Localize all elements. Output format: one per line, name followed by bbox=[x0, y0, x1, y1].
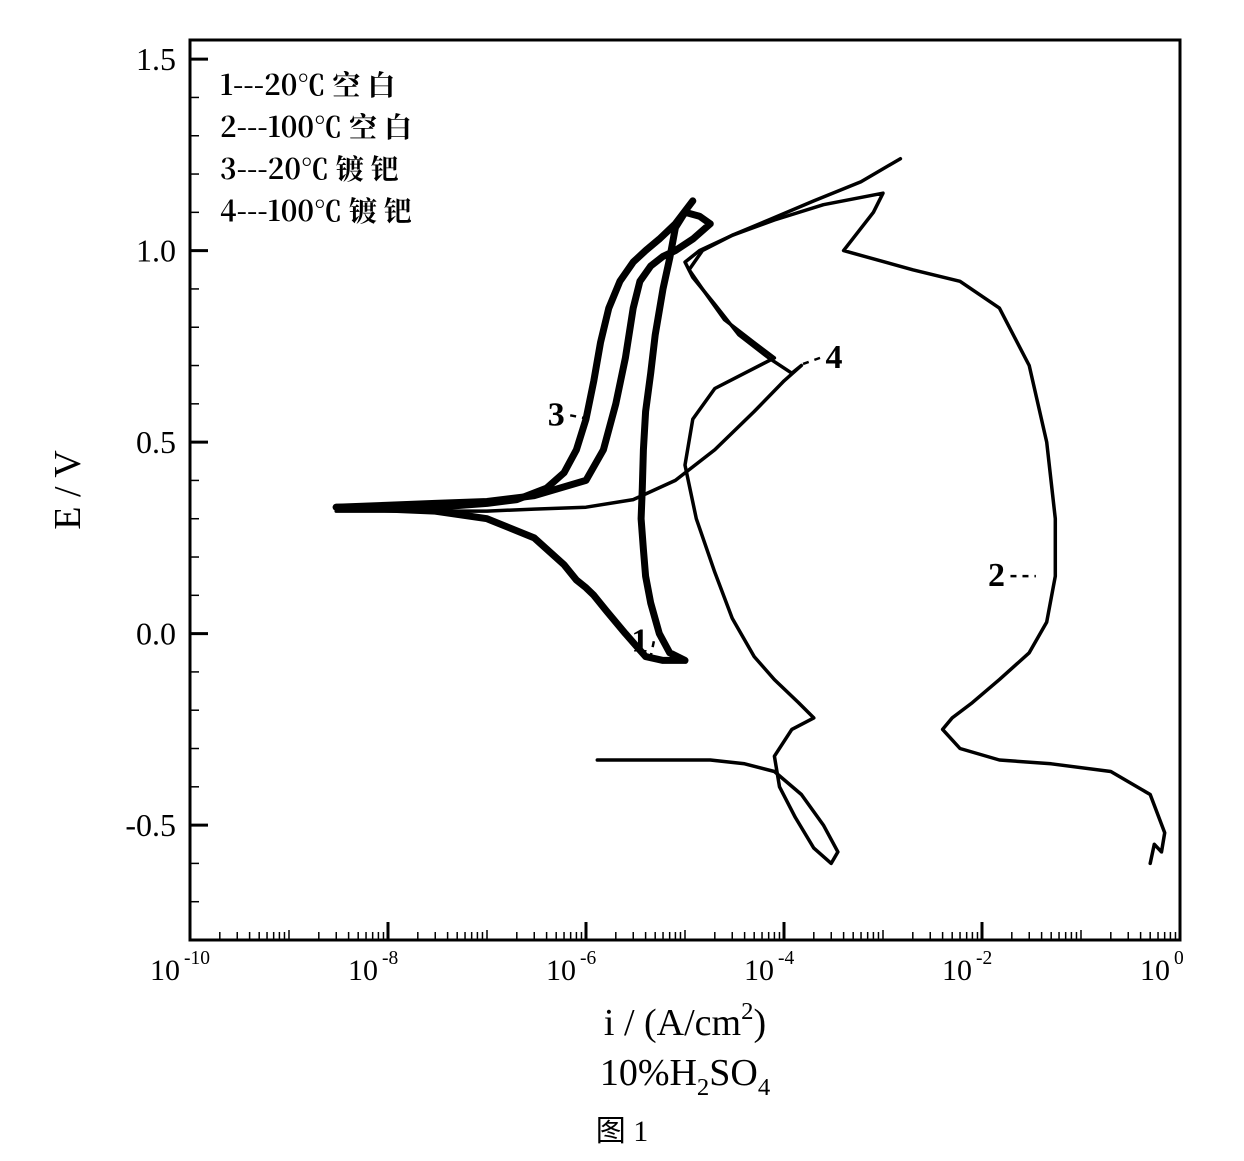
legend-item-3: 3---20℃ 镀 钯 bbox=[220, 148, 399, 188]
svg-text:-8: -8 bbox=[382, 948, 398, 969]
y-tick-label: 0.5 bbox=[136, 424, 176, 460]
annotation-1: 1 bbox=[631, 622, 648, 659]
x-tick-label: 10-10 bbox=[150, 948, 210, 987]
svg-text:-2: -2 bbox=[976, 948, 992, 969]
legend-item-4: 4---100℃ 镀 钯 bbox=[220, 190, 412, 230]
x-tick-label: 10-2 bbox=[942, 948, 992, 987]
svg-text:-6: -6 bbox=[580, 948, 596, 969]
svg-text:-4: -4 bbox=[778, 948, 794, 969]
legend: 1---20℃ 空 白2---100℃ 空 白3---20℃ 镀 钯4---10… bbox=[220, 64, 412, 230]
y-tick-label: -0.5 bbox=[125, 807, 176, 843]
series-1 bbox=[336, 212, 710, 660]
svg-text:10: 10 bbox=[942, 954, 972, 987]
x-axis-ticks bbox=[190, 922, 1180, 940]
annotation-2: 2 bbox=[988, 557, 1005, 594]
series-2 bbox=[336, 193, 1164, 863]
x-axis-label: i / (A/cm2) 10%H2SO4 bbox=[600, 998, 770, 1101]
svg-text:10: 10 bbox=[1140, 954, 1170, 987]
x-tick-label: 10-8 bbox=[348, 948, 398, 987]
svg-text:i / (A/cm2): i / (A/cm2) bbox=[604, 998, 766, 1044]
y-tick-label: 1.0 bbox=[136, 233, 176, 269]
annotation-3: 3 bbox=[548, 396, 565, 433]
svg-text:10: 10 bbox=[744, 954, 774, 987]
svg-text:-10: -10 bbox=[184, 948, 210, 969]
legend-item-2: 2---100℃ 空 白 bbox=[220, 106, 412, 146]
svg-text:10: 10 bbox=[150, 954, 180, 987]
x-axis-sublabel: 10%H2SO4 bbox=[600, 1052, 770, 1101]
chart-svg: 10-1010-810-610-410-2100-0.50.00.51.01.5… bbox=[0, 0, 1244, 1161]
x-tick-label: 10-4 bbox=[744, 948, 794, 987]
svg-text:0: 0 bbox=[1174, 948, 1184, 969]
chart-container: 10-1010-810-610-410-2100-0.50.00.51.01.5… bbox=[0, 0, 1244, 1161]
series-3 bbox=[336, 201, 693, 507]
legend-item-1: 1---20℃ 空 白 bbox=[220, 64, 395, 104]
annotation-leader-1 bbox=[651, 641, 654, 656]
y-tick-label: 1.5 bbox=[136, 41, 176, 77]
figure-caption: 图 1 bbox=[596, 1115, 649, 1148]
y-axis-ticks bbox=[190, 59, 208, 940]
svg-text:10: 10 bbox=[546, 954, 576, 987]
y-axis-label: E / V bbox=[47, 450, 89, 530]
x-tick-label: 100 bbox=[1140, 948, 1184, 987]
x-tick-label: 10-6 bbox=[546, 948, 596, 987]
y-tick-label: 0.0 bbox=[136, 616, 176, 652]
annotation-4: 4 bbox=[826, 339, 843, 376]
svg-text:10: 10 bbox=[348, 954, 378, 987]
